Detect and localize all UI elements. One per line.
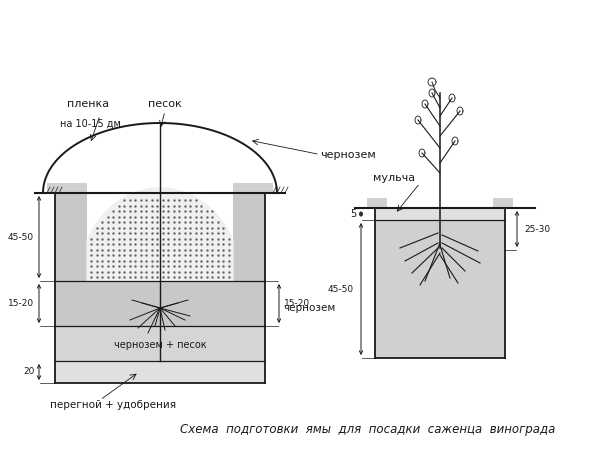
Text: чернозем: чернозем [283, 303, 335, 313]
Bar [233, 183, 273, 193]
Text: мульча: мульча [373, 173, 415, 183]
Text: песок: песок [148, 99, 182, 109]
Bar [375, 220, 505, 358]
Bar [55, 193, 87, 281]
Text: перегной + удобрения: перегной + удобрения [50, 400, 176, 410]
Text: на 10-15 дм: на 10-15 дм [60, 119, 121, 129]
Bar [233, 193, 265, 281]
Text: 5: 5 [350, 209, 356, 219]
Bar [55, 326, 265, 361]
Text: чернозем + песок: чернозем + песок [113, 340, 206, 350]
Text: Схема  подготовки  ямы  для  посадки  саженца  винограда: Схема подготовки ямы для посадки саженца… [180, 424, 556, 436]
Polygon shape [87, 188, 233, 281]
Bar [55, 281, 265, 326]
Text: 45-50: 45-50 [8, 233, 34, 241]
Bar [87, 193, 233, 281]
Bar [367, 198, 387, 208]
Bar [55, 361, 265, 383]
Text: чернозем: чернозем [320, 149, 376, 159]
Text: 20: 20 [23, 367, 35, 376]
Text: пленка: пленка [67, 99, 109, 109]
Bar [47, 183, 87, 193]
Text: 45-50: 45-50 [328, 284, 354, 294]
Bar [493, 198, 513, 208]
Text: 15-20: 15-20 [8, 299, 34, 308]
Text: 15-20: 15-20 [284, 299, 310, 308]
Bar [375, 208, 505, 220]
Text: 25-30: 25-30 [524, 224, 550, 234]
